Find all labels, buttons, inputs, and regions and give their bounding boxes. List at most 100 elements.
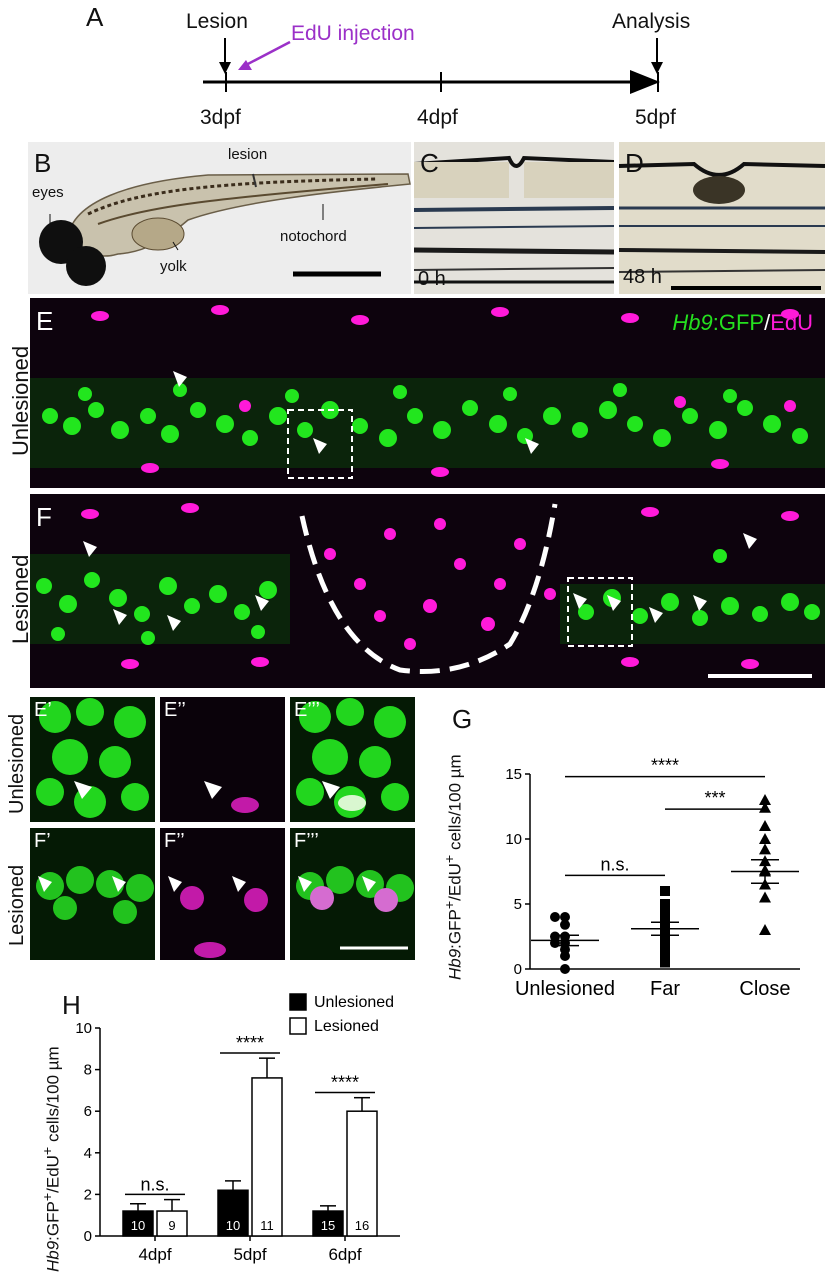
h-legend-swatch [289,1017,307,1035]
time-label-0h: 0 h [418,268,446,290]
g-point-unlesioned [560,951,570,961]
inset-row-label-lesioned: Lesioned [6,864,28,946]
larva-label-notochord: notochord [280,228,347,245]
g-category-label: Close [739,978,790,1000]
g-point-close [759,843,771,855]
g-significance-label: *** [704,788,725,808]
h-bar-n-label: 11 [260,1218,274,1233]
h-bar-lesioned [251,1077,283,1237]
chart-g-ylabel-mid: /EdU [445,863,465,901]
h-ytick-label: 6 [84,1103,92,1120]
inset-f1-gfp: F’ [30,828,155,960]
inset-e3-merge: E’’’ [290,697,415,822]
timeline-tick-5dpf: 5dpf [635,106,676,129]
inset-label-e2: E’’ [164,699,186,721]
panel-letter-h: H [62,990,81,1020]
g-significance-label: **** [651,756,679,776]
panel-letter-a: A [86,2,104,32]
inset-row-label-unlesioned: Unlesioned [6,713,28,814]
g-point-close [759,878,771,890]
larva-label-eyes: eyes [32,184,64,201]
h-bar-n-label: 10 [226,1218,240,1233]
g-category-label: Unlesioned [515,978,615,1000]
unlesioned-confocal-image: Hb9:GFP/EdU [30,298,825,488]
g-point-far [660,944,670,955]
g-point-far [660,931,670,942]
g-point-close [759,794,771,805]
timeline-lesion-label: Lesion [186,10,248,33]
h-bar-unlesioned [217,1189,249,1237]
timeline-tick-4dpf: 4dpf [417,106,458,129]
g-point-far [660,938,670,948]
bar-chart-h: 0 2 4 6 8 10 4dpf 10 9 n.s. 5dpf 10 11 **** 6dpf 15 16 **… [75,993,400,1264]
inset-label-f2: F’’ [164,830,185,852]
h-bar-lesioned [346,1110,378,1237]
chart-g-ylabel: Hb9:GFP+/EdU+ cells/100 µm [442,754,466,980]
g-point-unlesioned [560,919,570,930]
h-significance-label: **** [236,1033,264,1053]
h-legend-label: Unlesioned [314,994,394,1011]
lesioned-confocal-image [30,494,825,688]
timeline-analysis-label: Analysis [612,10,691,33]
larva-image: eyes lesion notochord yolk [28,142,411,294]
g-significance-label: n.s. [600,854,629,874]
chart-h-ylabel-sup1: + [40,1192,56,1202]
channel-legend: Hb9:GFP/EdU [672,310,813,336]
time-label-48h: 48 h [623,266,662,288]
legend-gene: Hb9 [672,310,713,335]
g-point-close [759,891,771,903]
panel-letter-g: G [452,704,473,734]
h-ytick-label: 4 [84,1145,92,1162]
chart-g-ylabel-gene: Hb9 [445,948,465,980]
h-category-label: 4dpf [138,1245,171,1264]
legend-slash: / [764,310,771,335]
g-category-label: Far [650,978,680,1000]
g-point-far [660,957,670,968]
larva-label-lesion: lesion [228,146,268,163]
timeline-axis [203,38,663,94]
legend-edu: EdU [770,310,813,335]
h-ytick-label: 8 [84,1062,92,1079]
inset-f2-edu: F’’ [160,828,285,960]
inset-label-f1: F’ [34,830,51,852]
h-bar-unlesioned [312,1210,344,1237]
g-point-unlesioned [550,912,560,922]
h-significance-label: **** [331,1072,359,1092]
h-bar-unlesioned [122,1210,154,1237]
chart-h-ylabel-sup2: + [40,1146,56,1156]
g-point-far [660,886,670,896]
lesion-closeup-0h: 0 h [414,142,614,294]
g-ytick-label: 15 [505,766,522,783]
g-point-close [759,924,771,935]
g-point-unlesioned [550,938,560,948]
inset-e2-edu: E’’ [160,697,285,822]
timeline-edu-label: EdU injection [291,22,415,45]
panel-letter-c: C [420,148,439,178]
lesion-closeup-48h: 48 h [619,142,825,294]
h-bar-lesioned [156,1210,188,1237]
g-ytick-label: 10 [505,831,522,848]
inset-e1-gfp: E’ [30,697,155,822]
g-point-close [759,833,771,844]
inset-label-e1: E’ [34,699,52,721]
g-point-far [660,912,670,922]
inset-f3-merge: F’’’ [290,828,415,960]
h-ytick-label: 2 [84,1186,92,1203]
h-bar-n-label: 10 [131,1218,145,1233]
panel-letter-e: E [36,306,54,336]
g-point-close [759,801,771,813]
h-significance-label: n.s. [140,1174,169,1194]
g-point-far [660,951,670,961]
larva-label-yolk: yolk [160,258,187,275]
inset-label-e3: E’’’ [294,699,320,721]
g-ytick-label: 0 [514,961,522,978]
g-ytick-label: 5 [514,896,522,913]
panel-letter-d: D [625,148,644,178]
panel-letter-b: B [34,148,52,178]
g-point-unlesioned [560,964,570,974]
h-legend-label: Lesioned [314,1018,379,1035]
inset-label-f3: F’’’ [294,830,319,852]
panel-letter-f: F [36,502,52,532]
h-ytick-label: 0 [84,1228,92,1245]
